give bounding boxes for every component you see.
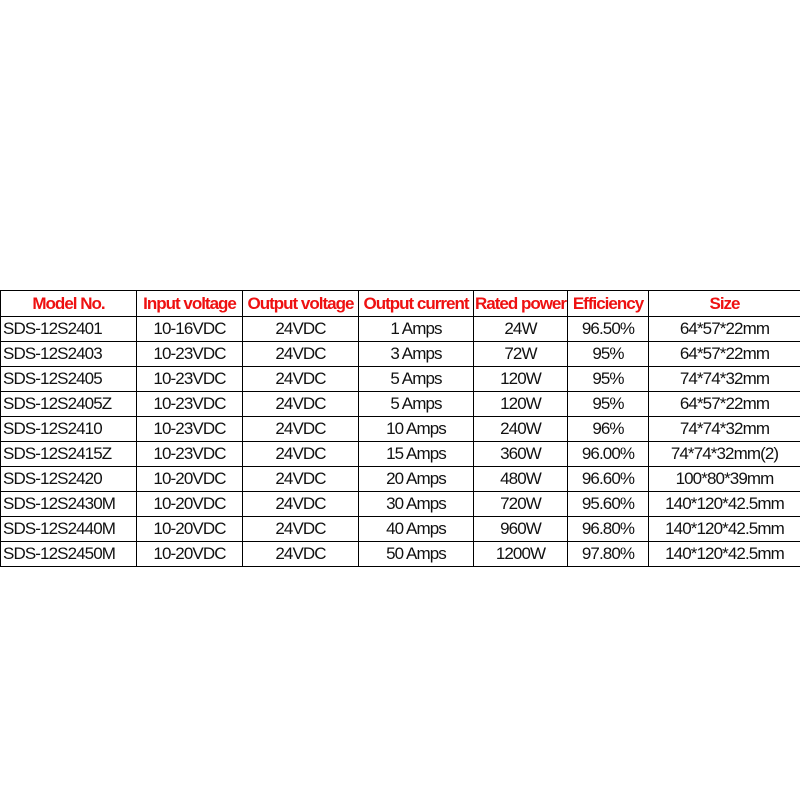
table-cell: 140*120*42.5mm	[648, 541, 800, 567]
table-cell: SDS-12S2405Z	[0, 391, 137, 417]
table-cell: 360W	[473, 441, 568, 467]
table-cell: 3 Amps	[358, 341, 474, 367]
column-header: Output voltage	[242, 290, 359, 317]
table-cell: 100*80*39mm	[648, 466, 800, 492]
table-cell: 10-23VDC	[136, 341, 243, 367]
table-cell: SDS-12S2405	[0, 366, 137, 392]
table-cell: SDS-12S2440M	[0, 516, 137, 542]
table-cell: 64*57*22mm	[648, 341, 800, 367]
table-cell: 24VDC	[242, 391, 359, 417]
table-cell: 40 Amps	[358, 516, 474, 542]
column-header: Size	[648, 290, 800, 317]
table-cell: 30 Amps	[358, 491, 474, 517]
table-cell: SDS-12S2450M	[0, 541, 137, 567]
table-row: SDS-12S2430M 10-20VDC 24VDC 30 Amps 720W 95.6…	[0, 491, 800, 517]
table-cell: 1200W	[473, 541, 568, 567]
table-cell: 10-20VDC	[136, 466, 243, 492]
table-cell: 10-20VDC	[136, 516, 243, 542]
table-cell: 72W	[473, 341, 568, 367]
column-header: Output current	[358, 290, 474, 317]
table-cell: 64*57*22mm	[648, 316, 800, 342]
table-row: SDS-12S2410 10-23VDC 24VDC 10 Amps 240W 96% 74…	[0, 416, 800, 442]
table-cell: 95%	[567, 391, 649, 417]
table-cell: 960W	[473, 516, 568, 542]
table-cell: 10-23VDC	[136, 391, 243, 417]
column-header: Efficiency	[567, 290, 649, 317]
table-row: SDS-12S2405 10-23VDC 24VDC 5 Amps 120W 95% 74*…	[0, 366, 800, 392]
table-row: SDS-12S2403 10-23VDC 24VDC 3 Amps 72W 95% 64*5…	[0, 341, 800, 367]
column-header: Model No.	[0, 290, 137, 317]
table-cell: 120W	[473, 366, 568, 392]
table-cell: 96.00%	[567, 441, 649, 467]
table-cell: 720W	[473, 491, 568, 517]
table-cell: 24VDC	[242, 516, 359, 542]
table-cell: 24VDC	[242, 316, 359, 342]
table-cell: 95%	[567, 341, 649, 367]
table-cell: SDS-12S2430M	[0, 491, 137, 517]
table-cell: 140*120*42.5mm	[648, 491, 800, 517]
table-cell: 1 Amps	[358, 316, 474, 342]
table-cell: 24VDC	[242, 366, 359, 392]
table-cell: 10-23VDC	[136, 366, 243, 392]
table-cell: 140*120*42.5mm	[648, 516, 800, 542]
table-cell: 24VDC	[242, 466, 359, 492]
table-cell: SDS-12S2420	[0, 466, 137, 492]
table-cell: 24W	[473, 316, 568, 342]
column-header: Rated power	[473, 290, 568, 317]
table-cell: 95%	[567, 366, 649, 392]
table-cell: 96.50%	[567, 316, 649, 342]
table-cell: SDS-12S2403	[0, 341, 137, 367]
table-cell: 64*57*22mm	[648, 391, 800, 417]
table-cell: 5 Amps	[358, 391, 474, 417]
table-row: SDS-12S2420 10-20VDC 24VDC 20 Amps 480W 96.60…	[0, 466, 800, 492]
column-header: Input voltage	[136, 290, 243, 317]
table-cell: 95.60%	[567, 491, 649, 517]
table-cell: SDS-12S2410	[0, 416, 137, 442]
table-cell: SDS-12S2401	[0, 316, 137, 342]
table-cell: 5 Amps	[358, 366, 474, 392]
table-cell: 50 Amps	[358, 541, 474, 567]
table-cell: 96.60%	[567, 466, 649, 492]
table-row: SDS-12S2450M 10-20VDC 24VDC 50 Amps 1200W 97.…	[0, 541, 800, 567]
table-cell: 10-16VDC	[136, 316, 243, 342]
table-cell: 10-20VDC	[136, 541, 243, 567]
table-cell: 10-20VDC	[136, 491, 243, 517]
table-cell: 10 Amps	[358, 416, 474, 442]
table-cell: 15 Amps	[358, 441, 474, 467]
table-row: SDS-12S2401 10-16VDC 24VDC 1 Amps 24W 96.50% 6…	[0, 316, 800, 342]
table-cell: 24VDC	[242, 541, 359, 567]
table-cell: 10-23VDC	[136, 441, 243, 467]
table-cell: 24VDC	[242, 341, 359, 367]
table-cell: 240W	[473, 416, 568, 442]
table-cell: 96%	[567, 416, 649, 442]
table-cell: 24VDC	[242, 441, 359, 467]
table-cell: 97.80%	[567, 541, 649, 567]
spec-table: Model No. Input voltage Output voltage Outp…	[0, 290, 800, 567]
table-cell: 96.80%	[567, 516, 649, 542]
table-cell: 74*74*32mm	[648, 416, 800, 442]
table-cell: 24VDC	[242, 491, 359, 517]
table-row: SDS-12S2440M 10-20VDC 24VDC 40 Amps 960W 96.8…	[0, 516, 800, 542]
table-cell: 480W	[473, 466, 568, 492]
table-cell: 20 Amps	[358, 466, 474, 492]
table-cell: 120W	[473, 391, 568, 417]
table-row: SDS-12S2405Z 10-23VDC 24VDC 5 Amps 120W 95% 64…	[0, 391, 800, 417]
table-cell: SDS-12S2415Z	[0, 441, 137, 467]
header-row: Model No. Input voltage Output voltage Outp…	[0, 290, 800, 317]
table-cell: 74*74*32mm(2)	[648, 441, 800, 467]
table-cell: 24VDC	[242, 416, 359, 442]
table-cell: 10-23VDC	[136, 416, 243, 442]
table-row: SDS-12S2415Z 10-23VDC 24VDC 15 Amps 360W 96.0…	[0, 441, 800, 467]
table-cell: 74*74*32mm	[648, 366, 800, 392]
